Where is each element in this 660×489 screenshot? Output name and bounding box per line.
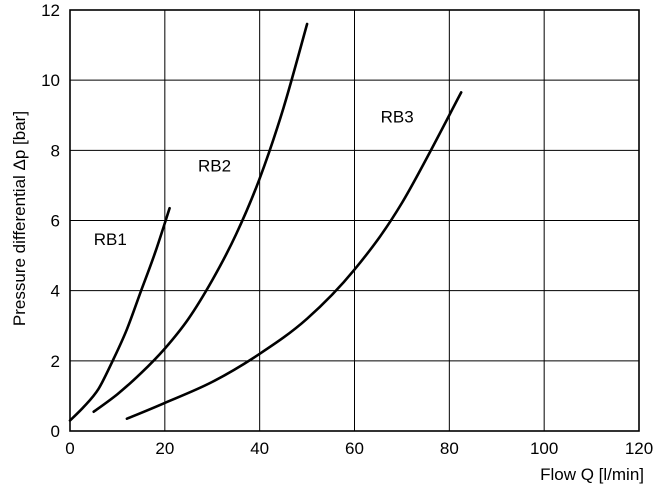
x-tick-label: 20 — [155, 439, 174, 458]
x-axis-label: Flow Q [l/min] — [540, 465, 644, 484]
series-label-rb1: RB1 — [94, 230, 127, 249]
x-tick-label: 80 — [440, 439, 459, 458]
y-tick-label: 0 — [51, 422, 60, 441]
y-tick-label: 6 — [51, 212, 60, 231]
y-tick-label: 2 — [51, 352, 60, 371]
curve-rb1 — [68, 206, 171, 422]
x-tick-label: 120 — [625, 439, 653, 458]
y-axis-label: Pressure differential Δp [bar] — [10, 111, 29, 326]
y-tick-labels: 0 2 4 6 8 10 12 — [41, 1, 60, 441]
curve-rb3 — [125, 91, 463, 420]
x-tick-label: 100 — [530, 439, 558, 458]
y-tick-label: 12 — [41, 1, 60, 20]
y-tick-label: 4 — [51, 282, 60, 301]
x-tick-labels: 0 20 40 60 80 100 120 — [65, 439, 653, 458]
grid — [70, 10, 639, 431]
x-tick-label: 0 — [65, 439, 74, 458]
series-curves — [68, 22, 463, 422]
y-tick-label: 10 — [41, 71, 60, 90]
series-labels: RB1 RB2 RB3 — [94, 107, 414, 249]
curve-rb2 — [92, 22, 309, 413]
y-tick-label: 8 — [51, 141, 60, 160]
x-tick-label: 40 — [250, 439, 269, 458]
series-label-rb3: RB3 — [381, 107, 414, 126]
x-tick-label: 60 — [345, 439, 364, 458]
plot-frame — [69, 9, 640, 432]
series-label-rb2: RB2 — [198, 156, 231, 175]
